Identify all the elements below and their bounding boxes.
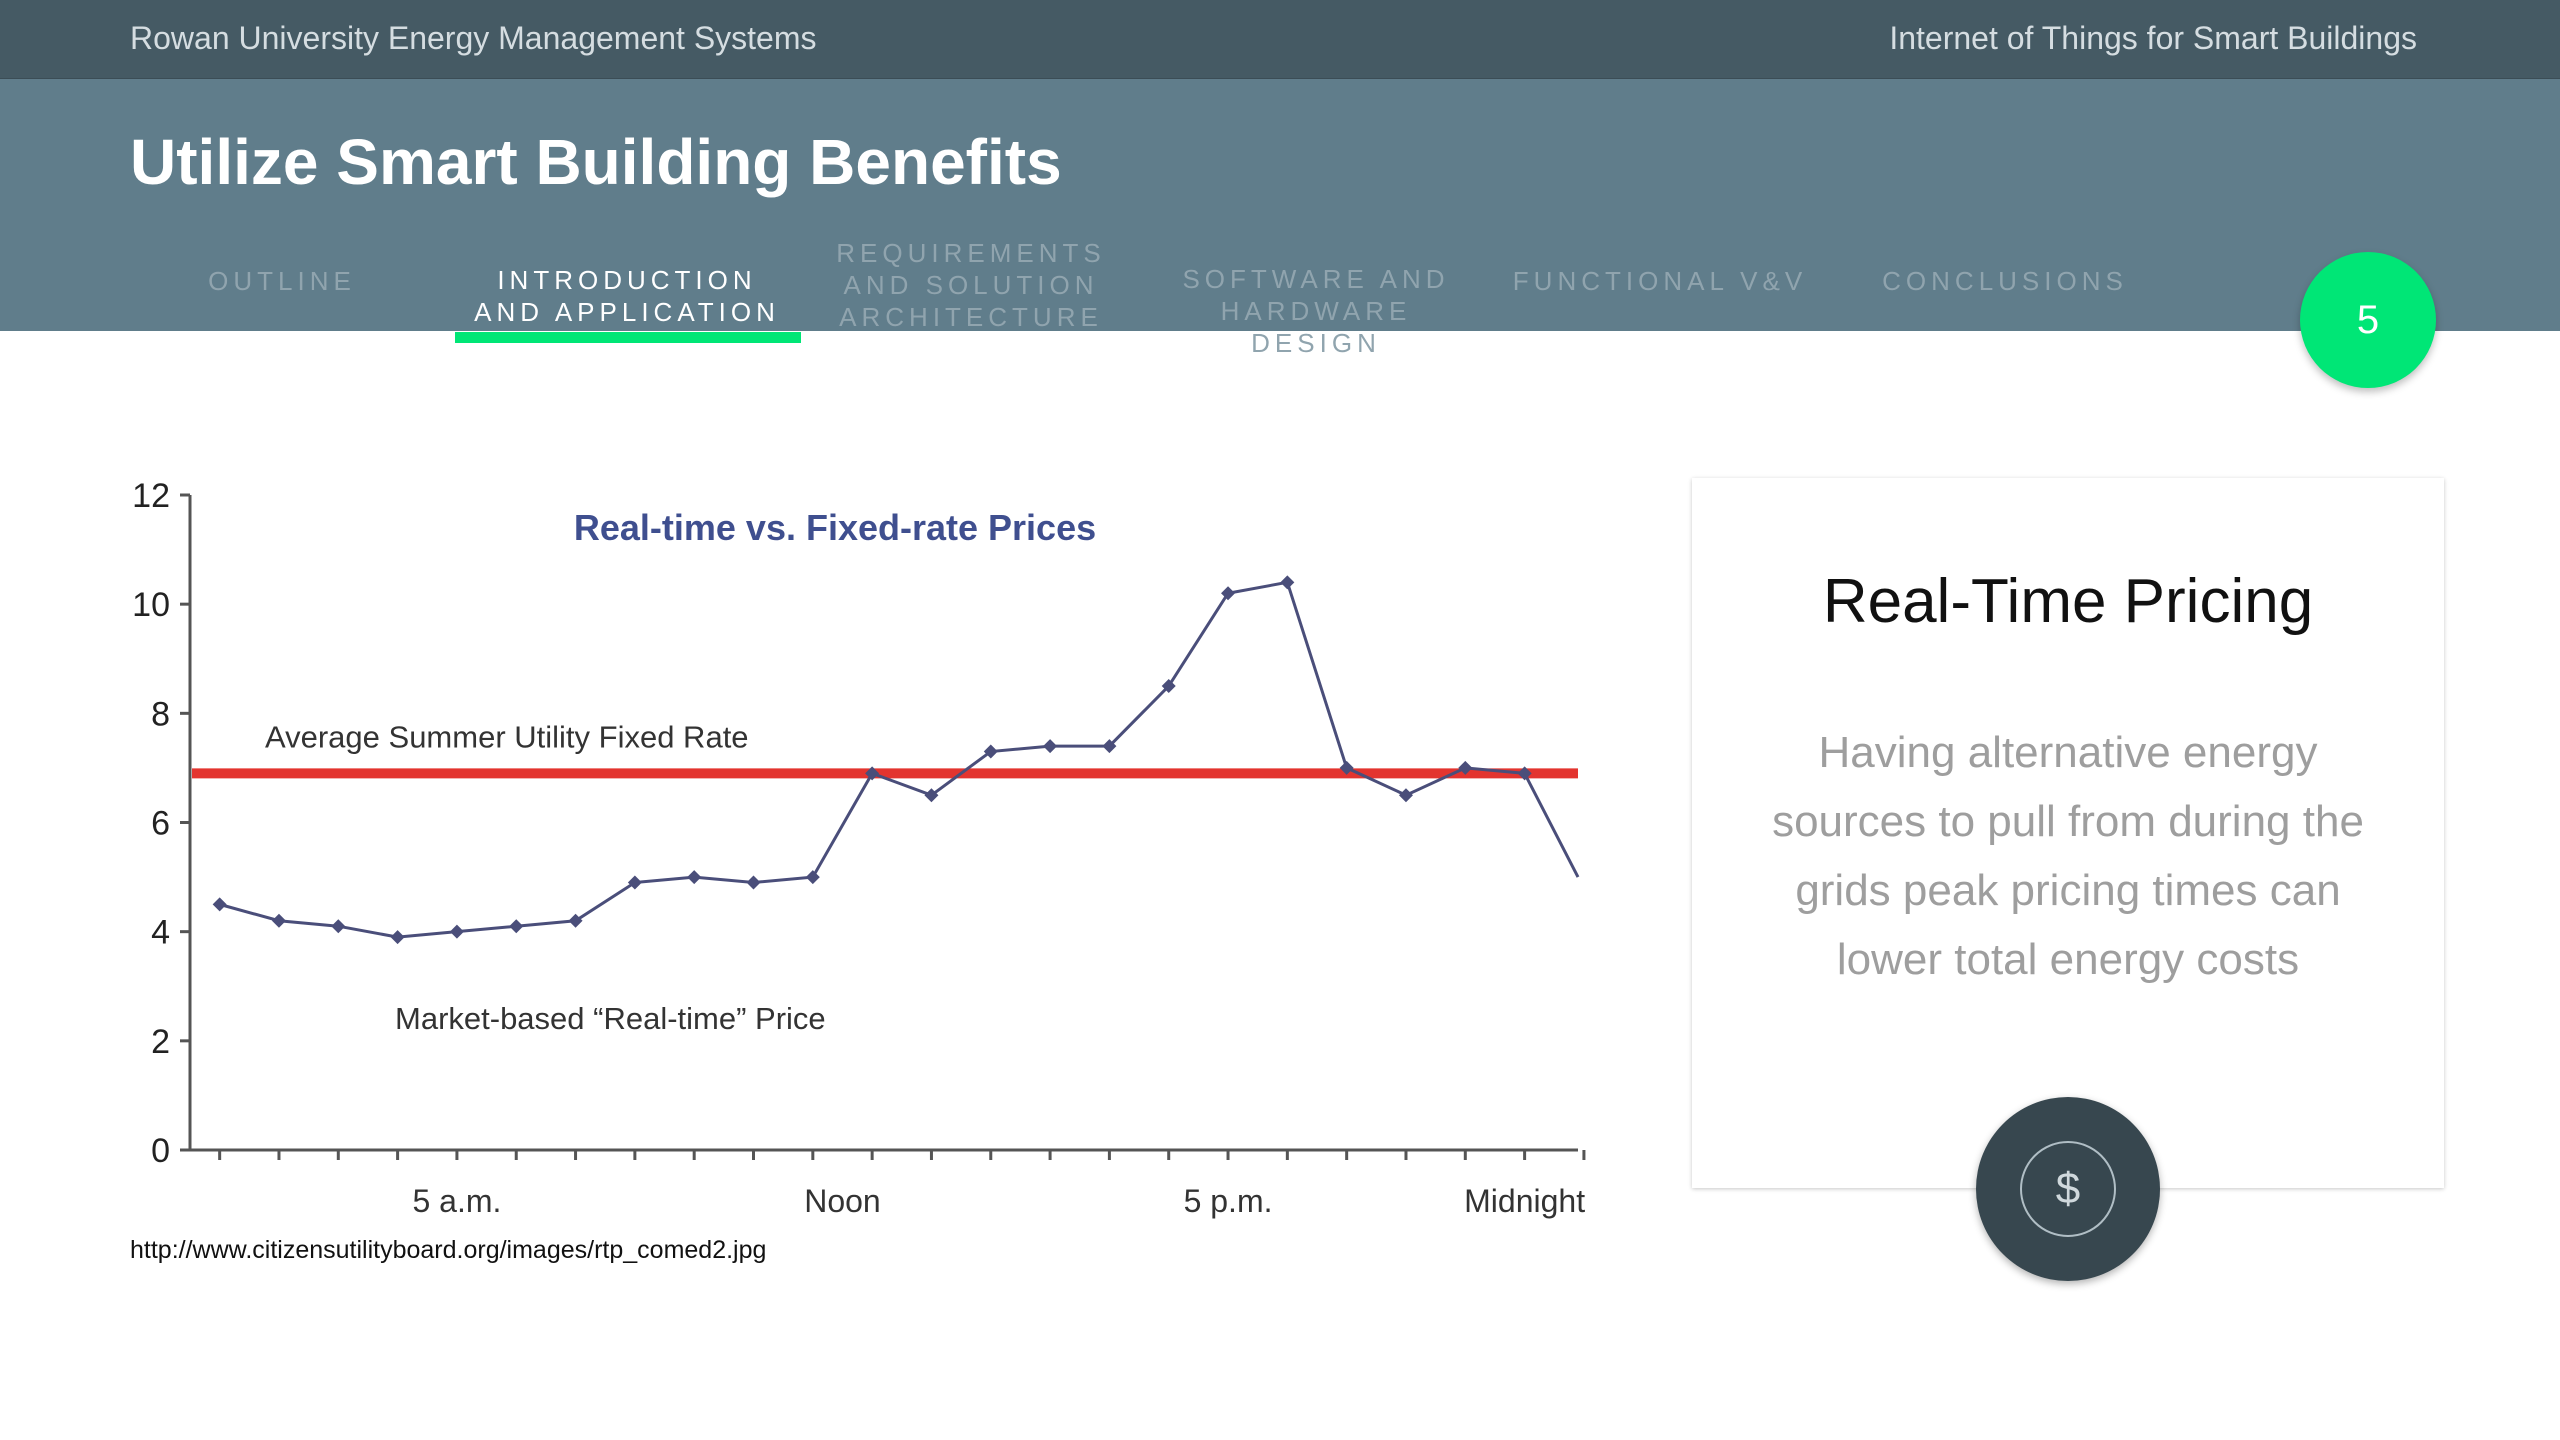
data-point: [271, 913, 286, 928]
x-tick-label: Noon: [804, 1183, 881, 1219]
real-time-price-line: [219, 580, 1580, 939]
data-point: [687, 870, 702, 885]
y-tick-label: 0: [151, 1132, 170, 1170]
presentation-title: Internet of Things for Smart Buildings: [1889, 20, 2417, 56]
x-tick-label: 5 p.m.: [1184, 1183, 1273, 1219]
slide-header: Utilize Smart Building Benefits OUTLINE …: [0, 79, 2560, 358]
data-point: [1221, 586, 1236, 601]
tab-conclusions[interactable]: CONCLUSIONS: [1882, 266, 2128, 296]
x-tick-label: Midnight: [1464, 1183, 1585, 1219]
data-point: [212, 897, 227, 912]
data-point: [1458, 760, 1473, 775]
card-body: Having alternative energy sources to pul…: [1772, 728, 2364, 984]
y-tick-label: 6: [151, 805, 170, 843]
data-point: [924, 788, 939, 803]
image-source-url[interactable]: http://www.citizensutilityboard.org/imag…: [130, 1236, 767, 1264]
data-point: [390, 930, 405, 945]
price-chart: Real-time vs. Fixed-rate Prices 0 2 4 6 8 10 1…: [132, 477, 1586, 1219]
tab-introduction-and-application[interactable]: INTRODUCTION AND APPLICATION: [474, 265, 780, 327]
data-point: [983, 744, 998, 759]
tab-software-and-hardware-design[interactable]: SOFTWARE AND HARDWARE DESIGN: [1182, 264, 1450, 358]
data-point: [449, 924, 464, 939]
y-tick-label: 8: [151, 695, 170, 733]
dollar-icon: $: [2020, 1141, 2116, 1237]
data-point: [805, 870, 820, 885]
data-point: [1339, 760, 1354, 775]
tab-requirements-and-solution-architecture[interactable]: REQUIREMENTS AND SOLUTION ARCHITECTURE: [836, 238, 1106, 332]
y-tick-label: 2: [151, 1023, 170, 1061]
data-point: [1102, 739, 1117, 754]
top-bar: Rowan University Energy Management Syste…: [0, 0, 2560, 79]
series-label: Market-based “Real-time” Price: [395, 1001, 826, 1036]
chart-title: Real-time vs. Fixed-rate Prices: [574, 507, 1096, 548]
tab-outline[interactable]: OUTLINE: [208, 266, 356, 296]
data-point: [627, 875, 642, 890]
fixed-rate-label: Average Summer Utility Fixed Rate: [265, 719, 749, 754]
active-tab-indicator: [455, 332, 801, 343]
page-title: Utilize Smart Building Benefits: [130, 126, 1062, 198]
data-point: [1280, 575, 1295, 590]
data-point: [1161, 679, 1176, 694]
data-point: [746, 875, 761, 890]
info-card: Real-Time Pricing Having alternative ene…: [1692, 478, 2444, 1188]
y-tick-label: 10: [132, 586, 170, 624]
university-title: Rowan University Energy Management Syste…: [130, 20, 817, 56]
data-point: [509, 919, 524, 934]
data-point: [1398, 788, 1413, 803]
y-tick-label: 4: [151, 914, 170, 952]
data-point: [1517, 766, 1532, 781]
data-point: [568, 913, 583, 928]
x-tick-label: 5 a.m.: [412, 1183, 501, 1219]
icon-circle: $: [1976, 1097, 2160, 1281]
page-number-badge: 5: [2300, 252, 2436, 388]
card-title: Real-Time Pricing: [1822, 567, 2314, 636]
data-point: [331, 919, 346, 934]
tab-functional-vv[interactable]: FUNCTIONAL V&V: [1512, 266, 1808, 296]
y-tick-label: 12: [132, 477, 170, 515]
data-point: [865, 766, 880, 781]
data-point: [1043, 739, 1058, 754]
